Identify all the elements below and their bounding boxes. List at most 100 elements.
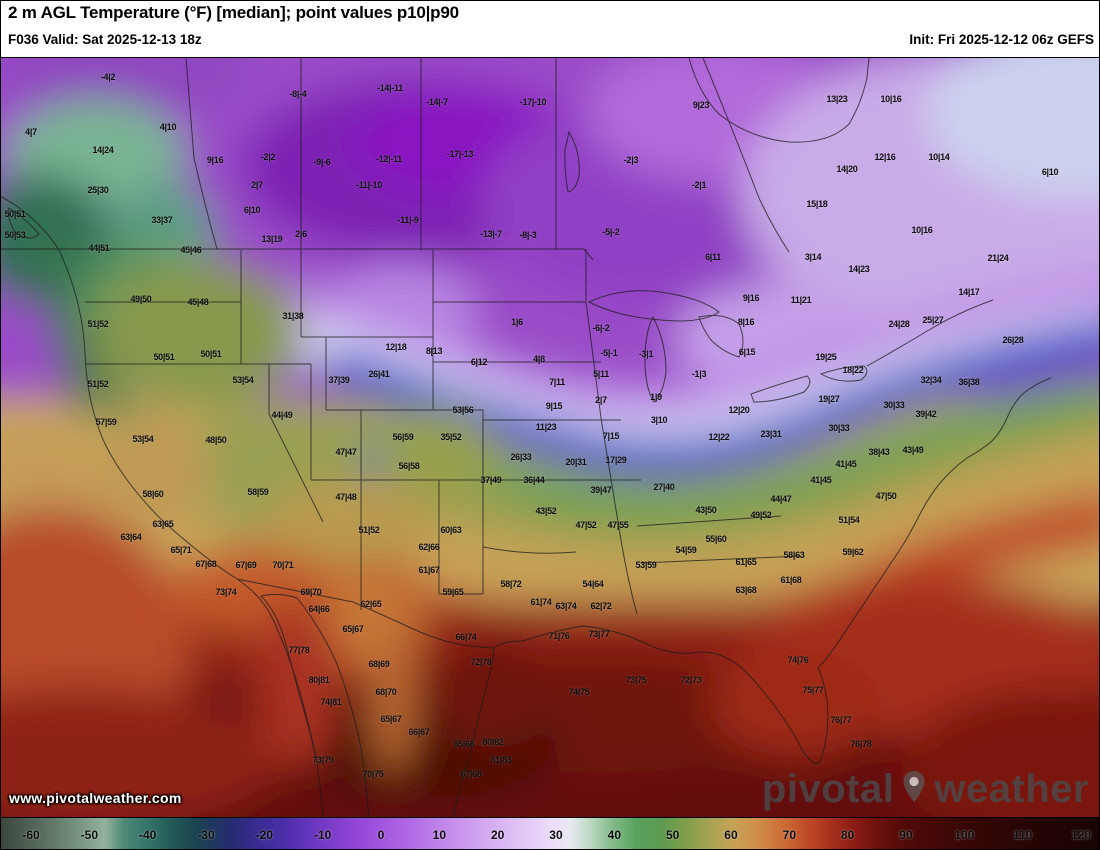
colorbar-tick-label: -20 <box>255 827 273 842</box>
point-value-label: 39|42 <box>915 409 937 419</box>
point-value-label: 53|54 <box>132 434 154 444</box>
point-value-label: 47|55 <box>607 520 629 530</box>
colorbar-tick-label: 40 <box>607 827 622 842</box>
point-value-label: -1|3 <box>691 369 707 379</box>
colorbar-tick-label: 110 <box>1012 827 1033 842</box>
point-value-label: 70|75 <box>362 769 384 779</box>
point-value-label: 62|65 <box>360 599 382 609</box>
point-value-label: -2|3 <box>623 155 639 165</box>
watermark-url: www.pivotalweather.com <box>9 790 182 806</box>
point-value-label: 63|64 <box>120 532 142 542</box>
point-value-label: 50|51 <box>4 209 26 219</box>
point-value-label: 61|65 <box>735 557 757 567</box>
point-value-label: 50|51 <box>200 349 222 359</box>
point-value-label: 6|15 <box>738 347 756 357</box>
point-value-label: 49|50 <box>130 294 152 304</box>
point-value-label: 9|23 <box>692 100 710 110</box>
point-value-label: 25|30 <box>87 185 109 195</box>
point-value-label: 12|20 <box>728 405 750 415</box>
point-value-label: 59|62 <box>842 547 864 557</box>
point-value-label: 1|9 <box>650 392 662 402</box>
colorbar: -60 -50 -40 -30 -20 -10 0 10 20 30 40 50 60 70 80 90 100… <box>1 817 1099 849</box>
temperature-field-layer <box>1 58 1099 818</box>
colorbar-tick-label: 100 <box>954 827 975 842</box>
point-value-label: 53|54 <box>232 375 254 385</box>
point-value-label: 68|70 <box>375 687 397 697</box>
point-value-label: 70|71 <box>272 560 294 570</box>
colorbar-tick-label: -50 <box>80 827 98 842</box>
point-value-label: -9|-6 <box>313 157 331 167</box>
point-value-label: 36|44 <box>523 475 545 485</box>
colorbar-tick-label: 80 <box>840 827 855 842</box>
point-value-label: 47|52 <box>575 520 597 530</box>
point-value-label: 4|8 <box>533 354 545 364</box>
point-value-label: 64|66 <box>308 604 330 614</box>
logo-text-weather: weather <box>934 767 1089 811</box>
st-lawrence-line <box>866 299 994 367</box>
lake-superior <box>587 290 720 322</box>
point-value-label: 65|71 <box>170 545 192 555</box>
point-value-label: 10|16 <box>880 94 902 104</box>
point-value-label: 71|76 <box>548 631 570 641</box>
point-value-label: 25|27 <box>922 315 944 325</box>
point-value-label: 74|76 <box>787 655 809 665</box>
point-value-label: -6|-2 <box>592 323 610 333</box>
point-value-label: -11|-9 <box>397 215 419 225</box>
point-value-label: 75|77 <box>802 685 824 695</box>
point-value-label: 73|77 <box>588 629 610 639</box>
point-value-label: 19|25 <box>815 352 837 362</box>
point-value-label: -8|-3 <box>519 230 537 240</box>
colorbar-tick-label: 70 <box>782 827 797 842</box>
point-value-label: 6|10 <box>1041 167 1059 177</box>
point-value-label: 26|41 <box>368 369 390 379</box>
point-value-label: 44|49 <box>271 410 293 420</box>
point-value-label: 15|18 <box>806 199 828 209</box>
valid-time-label: F036 Valid: Sat 2025-12-13 18z <box>8 32 202 47</box>
point-value-label: 1|6 <box>511 317 523 327</box>
lake-ontario <box>819 365 868 382</box>
point-value-label: 2|7 <box>251 180 263 190</box>
colorbar-tick-label: 90 <box>899 827 913 842</box>
point-value-label: 7|15 <box>602 431 620 441</box>
point-value-label: 30|33 <box>883 400 905 410</box>
point-value-label: -14|-11 <box>377 83 403 93</box>
point-value-label: 67|68 <box>460 769 482 779</box>
point-value-label: 43|52 <box>535 506 557 516</box>
point-value-label: -4|2 <box>100 72 116 82</box>
point-value-label: 56|58 <box>398 461 420 471</box>
point-value-label: 45|46 <box>180 245 202 255</box>
point-value-label: 4|7 <box>25 127 37 137</box>
point-value-label: 58|59 <box>247 487 269 497</box>
point-value-label: 74|81 <box>320 697 342 707</box>
point-value-label: 73|79 <box>312 755 334 765</box>
point-value-label: 73|75 <box>625 675 647 685</box>
point-value-label: 8|13 <box>425 346 443 356</box>
point-value-label: 17|29 <box>605 455 627 465</box>
colorbar-tick-label: 30 <box>549 827 563 842</box>
point-value-label: 23|31 <box>760 429 782 439</box>
point-value-label: 51|52 <box>87 319 109 329</box>
point-value-label: 80|82 <box>482 737 504 747</box>
point-value-label: -8|-4 <box>289 89 307 99</box>
point-value-label: 2|7 <box>595 395 607 405</box>
point-value-label: 38|43 <box>868 447 890 457</box>
point-value-label: 56|59 <box>392 432 414 442</box>
point-value-label: 60|63 <box>440 525 462 535</box>
point-value-label: 9|16 <box>206 155 224 165</box>
point-value-label: 51|54 <box>838 515 860 525</box>
point-value-label: -3|1 <box>638 349 654 359</box>
point-value-label: 32|34 <box>920 375 942 385</box>
point-value-label: 35|52 <box>440 432 462 442</box>
point-value-label: 69|70 <box>300 587 322 597</box>
point-value-label: 12|16 <box>874 152 896 162</box>
point-value-label: 77|78 <box>288 645 310 655</box>
point-value-label: 50|51 <box>153 352 175 362</box>
point-value-label: 41|45 <box>835 459 857 469</box>
point-value-label: 14|17 <box>958 287 980 297</box>
point-value-label: 49|52 <box>750 510 772 520</box>
point-value-label: 62|72 <box>590 601 612 611</box>
us-mexico-border <box>236 578 494 649</box>
point-value-label: 59|65 <box>442 587 464 597</box>
point-value-label: 63|74 <box>555 601 577 611</box>
